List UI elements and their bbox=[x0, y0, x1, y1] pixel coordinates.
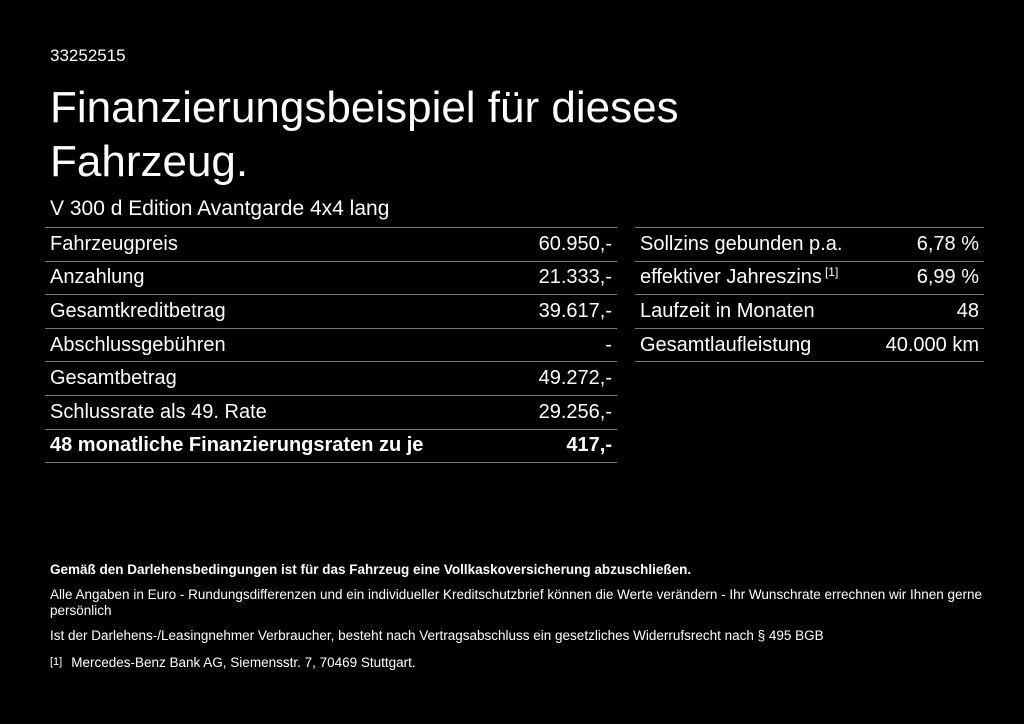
row-value: 417,- bbox=[566, 434, 612, 457]
row-value: 29.256,- bbox=[538, 400, 612, 423]
disclaimer-line-1: Alle Angaben in Euro - Rundungsdifferenz… bbox=[50, 587, 983, 619]
row-label: Gesamtkreditbetrag bbox=[50, 299, 226, 322]
table-row: Schlussrate als 49. Rate 29.256,- bbox=[45, 396, 617, 430]
insurance-note: Gemäß den Darlehensbedingungen ist für d… bbox=[50, 562, 692, 578]
row-value: 6,78 % bbox=[916, 232, 979, 255]
row-label: Gesamtbetrag bbox=[50, 367, 177, 390]
footnote-ref-superscript: [1] bbox=[824, 265, 839, 280]
page-title: Finanzierungsbeispiel für dieses Fahrzeu… bbox=[50, 83, 679, 186]
row-value: 49.272,- bbox=[538, 367, 612, 390]
row-label: Laufzeit in Monaten bbox=[640, 299, 815, 322]
table-row: Fahrzeugpreis 60.950,- bbox=[45, 228, 617, 262]
row-label: Fahrzeugpreis bbox=[50, 232, 178, 255]
table-row: Abschlussgebühren - bbox=[45, 329, 617, 363]
table-row: Gesamtbetrag 49.272,- bbox=[45, 362, 617, 396]
finance-table: Fahrzeugpreis 60.950,- Anzahlung 21.333,- Ge… bbox=[45, 227, 617, 464]
row-value: 6,99 % bbox=[916, 266, 979, 289]
row-label: Gesamtlaufleistung bbox=[640, 333, 812, 356]
footnote-text: Mercedes-Benz Bank AG, Siemensstr. 7, 70… bbox=[71, 655, 416, 671]
row-label: Abschlussgebühren bbox=[50, 333, 226, 356]
row-value: 60.950,- bbox=[538, 232, 612, 255]
table-row: Laufzeit in Monaten 48 bbox=[635, 295, 984, 329]
row-label: Schlussrate als 49. Rate bbox=[50, 400, 267, 423]
row-label: Sollzins gebunden p.a. bbox=[640, 232, 843, 255]
tables-container: V 300 d Edition Avantgarde 4x4 lang Fahr… bbox=[45, 197, 984, 464]
disclaimer-line-2: Ist der Darlehens-/Leasingnehmer Verbrau… bbox=[50, 628, 824, 644]
footnote-marker: [1] bbox=[50, 656, 63, 669]
conditions-table: Sollzins gebunden p.a. 6,78 % effektiver J… bbox=[635, 227, 984, 363]
row-label: Anzahlung bbox=[50, 266, 145, 289]
table-row: 48 monatliche Finanzierungsraten zu je 41… bbox=[45, 430, 617, 464]
row-value: 39.617,- bbox=[538, 299, 612, 322]
vehicle-id: 33252515 bbox=[50, 46, 126, 65]
table-row: Anzahlung 21.333,- bbox=[45, 262, 617, 296]
table-row: effektiver Jahreszins [1] 6,99 % bbox=[635, 262, 984, 296]
conditions-column: Sollzins gebunden p.a. 6,78 % effektiver J… bbox=[635, 198, 984, 463]
footnote: [1] Mercedes-Benz Bank AG, Siemensstr. 7,… bbox=[50, 655, 984, 672]
row-label: effektiver Jahreszins [1] bbox=[640, 265, 839, 289]
content-area: 33252515 Finanzierungsbeispiel für diese… bbox=[45, 0, 984, 672]
table-row: Gesamtkreditbetrag 39.617,- bbox=[45, 295, 617, 329]
footer: Gemäß den Darlehensbedingungen ist für d… bbox=[45, 562, 984, 672]
finance-column: V 300 d Edition Avantgarde 4x4 lang Fahr… bbox=[45, 197, 617, 464]
row-value: 48 bbox=[956, 299, 979, 322]
row-value: - bbox=[605, 333, 612, 356]
row-value: 21.333,- bbox=[538, 266, 612, 289]
table-row: Gesamtlaufleistung 40.000 km bbox=[635, 329, 984, 363]
vehicle-model: V 300 d Edition Avantgarde 4x4 lang bbox=[50, 197, 390, 220]
table-row: Sollzins gebunden p.a. 6,78 % bbox=[635, 228, 984, 262]
row-label: 48 monatliche Finanzierungsraten zu je bbox=[50, 434, 424, 457]
row-value: 40.000 km bbox=[885, 333, 979, 356]
